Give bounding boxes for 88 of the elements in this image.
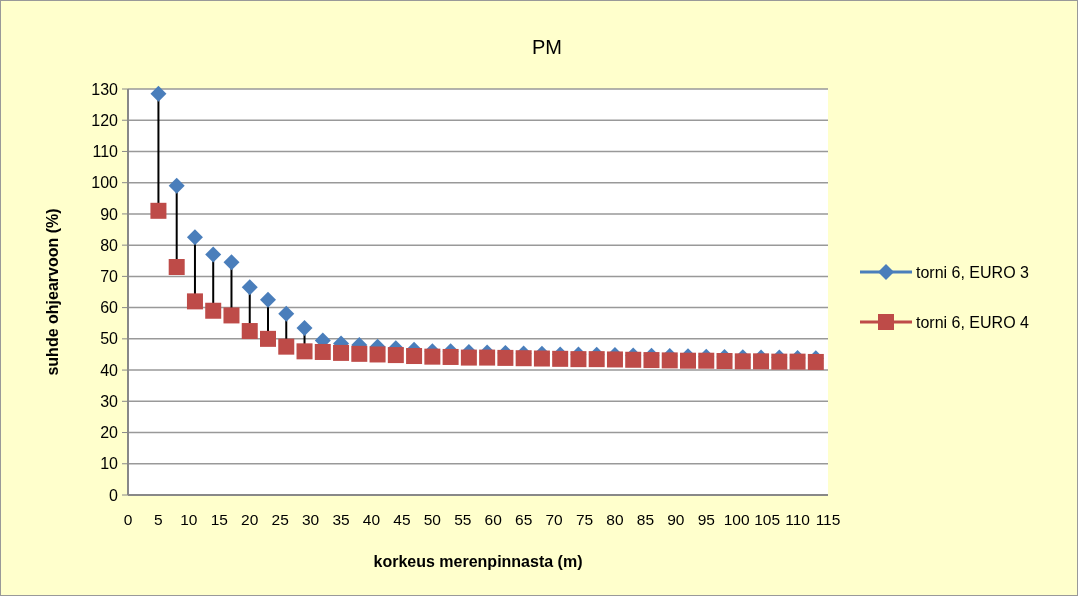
y-tick-label: 50: [100, 330, 119, 348]
point: [588, 351, 605, 368]
point: [387, 347, 404, 364]
x-tick-label: 80: [606, 511, 624, 528]
point: [753, 353, 770, 370]
point: [643, 352, 660, 369]
point: [278, 338, 295, 355]
x-tick-label: 5: [154, 511, 163, 528]
point: [351, 345, 368, 362]
point: [186, 229, 203, 246]
y-tick-label: 60: [100, 299, 119, 317]
x-tick-label: 65: [515, 511, 533, 528]
y-tick-label: 120: [91, 111, 119, 129]
x-tick-label: 25: [271, 511, 289, 528]
x-tick-label: 50: [423, 511, 442, 528]
x-tick-label: 70: [545, 511, 564, 528]
point: [497, 349, 514, 366]
y-tick-label: 40: [100, 361, 119, 379]
point: [205, 246, 222, 263]
point: [260, 291, 276, 308]
point: [661, 352, 678, 369]
x-axis-title: korkeus merenpinnasta (m): [373, 553, 583, 570]
point: [771, 353, 788, 370]
point: [168, 259, 185, 276]
point: [205, 302, 222, 319]
point: [789, 353, 806, 370]
x-tick-label: 45: [393, 511, 411, 528]
x-tick-label: 30: [301, 511, 320, 528]
point: [314, 343, 331, 360]
legend-label: torni 6, EURO 4: [916, 313, 1030, 331]
x-tick-label: 15: [210, 511, 228, 528]
y-tick-label: 130: [91, 80, 119, 98]
point: [223, 307, 240, 324]
x-tick-label: 115: [815, 511, 841, 528]
x-tick-label: 110: [785, 511, 811, 528]
point: [150, 85, 167, 102]
y-tick-label: 20: [100, 424, 119, 442]
point: [424, 348, 441, 365]
x-tick-label: 95: [697, 511, 715, 528]
point: [570, 351, 587, 368]
x-tick-label: 10: [180, 511, 198, 528]
x-tick-label: 85: [636, 511, 655, 528]
x-tick-label: 75: [575, 511, 594, 528]
point: [515, 350, 532, 367]
chart-title: PM: [532, 36, 562, 58]
x-tick-label: 90: [667, 511, 685, 528]
point: [698, 352, 715, 369]
y-tick-label: 70: [100, 267, 119, 285]
y-tick-label: 90: [100, 205, 119, 223]
point: [625, 351, 642, 368]
y-tick-label: 10: [100, 455, 119, 473]
x-tick-label: 20: [241, 511, 259, 528]
point: [278, 305, 295, 322]
point: [460, 349, 477, 366]
point: [296, 319, 313, 336]
y-tick-label: 110: [92, 143, 119, 161]
point: [716, 353, 733, 370]
x-tick-label: 100: [723, 511, 750, 528]
y-axis-title: suhde ohjearvoon (%): [44, 208, 61, 376]
point: [168, 177, 185, 194]
x-tick-label: 105: [754, 511, 781, 528]
point: [186, 293, 203, 310]
point: [479, 349, 496, 366]
y-tick-label: 80: [100, 236, 119, 254]
point: [442, 348, 459, 365]
point: [150, 202, 167, 219]
x-tick-label: 60: [484, 511, 503, 528]
x-tick-label: 55: [454, 511, 472, 528]
legend-label: torni 6, EURO 3: [916, 263, 1030, 281]
point: [260, 330, 276, 347]
point: [241, 323, 258, 340]
y-tick-label: 30: [100, 392, 119, 410]
point: [533, 350, 550, 367]
point: [406, 348, 423, 365]
point: [734, 353, 751, 370]
x-tick-label: 0: [123, 511, 133, 528]
x-tick-label: 40: [362, 511, 381, 528]
point: [680, 352, 696, 369]
y-tick-label: 100: [91, 174, 119, 192]
y-tick-label: 0: [109, 486, 119, 504]
point: [241, 279, 258, 296]
point: [369, 346, 386, 363]
point: [333, 344, 350, 361]
point: [552, 350, 569, 367]
x-tick-label: 35: [332, 511, 350, 528]
point: [223, 254, 240, 271]
point: [606, 351, 623, 368]
point: [296, 343, 313, 360]
